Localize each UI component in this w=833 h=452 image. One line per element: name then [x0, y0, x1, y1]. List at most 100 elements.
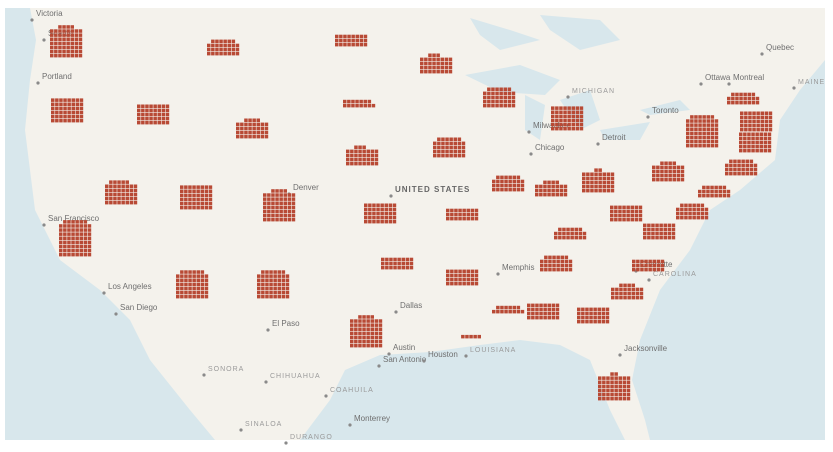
waffle-cell — [601, 307, 606, 312]
northern-water — [470, 15, 620, 50]
waffle-cell — [483, 95, 487, 100]
waffle-cell — [223, 39, 227, 44]
waffle-cell — [196, 193, 200, 198]
waffle-cell — [465, 334, 469, 339]
waffle-cell — [277, 282, 281, 287]
waffle-cell — [597, 319, 601, 324]
waffle-cell — [63, 106, 67, 111]
waffle-cell — [355, 34, 359, 39]
waffle-cell — [598, 384, 602, 389]
waffle-cell — [137, 112, 141, 117]
waffle-cell — [555, 303, 560, 308]
waffle-cell — [740, 111, 744, 115]
waffle-cell — [204, 197, 209, 202]
gulf — [300, 340, 625, 440]
waffle-cell — [610, 176, 615, 181]
waffle-cell — [200, 205, 204, 210]
waffle-cell — [244, 126, 248, 131]
waffle-cell — [351, 42, 355, 47]
waffle-cell — [279, 209, 283, 214]
waffle-cell — [578, 235, 583, 240]
waffle-cell — [700, 211, 705, 216]
waffle-cell — [636, 259, 640, 264]
waffle-cell — [287, 213, 292, 218]
waffle-cell — [157, 116, 161, 121]
waffle-cell — [366, 319, 370, 323]
waffle-cell — [767, 132, 772, 136]
waffle-cell — [507, 95, 512, 100]
waffle-cell — [614, 217, 618, 222]
waffle-cell — [671, 231, 676, 236]
waffle-cell — [67, 240, 71, 245]
waffle-cell — [351, 34, 355, 39]
waffle-cell — [571, 110, 575, 114]
waffle-cell — [291, 201, 296, 205]
waffle-cell — [652, 165, 656, 170]
waffle-cell — [445, 153, 449, 158]
waffle-cell — [575, 110, 580, 114]
waffle-cell — [491, 91, 495, 96]
waffle-cell — [227, 47, 231, 52]
waffle-cell — [75, 118, 80, 123]
waffle-cell — [564, 267, 569, 272]
waffle-cell — [362, 319, 366, 323]
waffle-cell — [495, 99, 499, 104]
waffle-cell — [547, 180, 551, 185]
waffle — [381, 257, 414, 270]
waffle-cell — [597, 315, 601, 320]
waffle-cell — [291, 205, 296, 210]
waffle-cell — [354, 161, 358, 166]
waffle-cell — [702, 119, 706, 123]
waffle-cell — [165, 112, 170, 117]
waffle-cell — [731, 92, 735, 97]
waffle-cell — [512, 187, 516, 192]
waffle-cell — [702, 193, 706, 198]
waffle-cell — [351, 99, 355, 104]
waffle-cell — [200, 189, 204, 193]
waffle-cell — [446, 208, 450, 213]
waffle-cell — [559, 118, 563, 123]
waffle-cell — [346, 161, 350, 166]
waffle-cell — [207, 51, 211, 56]
waffle-cell — [433, 149, 437, 154]
waffle-cell — [700, 207, 705, 212]
waffle-cell — [184, 193, 188, 198]
waffle-cell — [240, 126, 244, 131]
waffle-cell — [610, 396, 614, 401]
waffle-cell — [393, 257, 397, 262]
waffle-cell — [582, 188, 586, 193]
waffle-cell — [499, 91, 503, 96]
waffle-cell — [619, 295, 623, 300]
waffle-cell — [165, 120, 170, 125]
waffle — [446, 269, 479, 286]
waffle-cell — [618, 217, 622, 222]
place-dot — [387, 352, 391, 356]
waffle-cell — [433, 145, 437, 150]
waffle-cell — [487, 103, 491, 108]
waffle-cell — [388, 207, 393, 212]
waffle-cell — [676, 165, 681, 170]
waffle-cell — [231, 51, 236, 56]
waffle-cell — [211, 47, 215, 52]
waffle-cell — [184, 189, 188, 193]
waffle-cell — [75, 98, 80, 102]
waffle-cell — [755, 100, 760, 105]
waffle-cell — [462, 212, 466, 217]
waffle-cell — [273, 274, 277, 278]
waffle-cell — [747, 100, 751, 105]
waffle-cell — [556, 259, 560, 264]
waffle-cell — [511, 99, 516, 104]
waffle-cell — [381, 257, 385, 262]
waffle-cell — [240, 122, 244, 127]
waffle-cell — [656, 165, 660, 170]
waffle-cell — [62, 49, 66, 54]
waffle-cell — [378, 327, 383, 331]
waffle-cell — [710, 131, 715, 136]
waffle-cell — [729, 159, 733, 164]
waffle-cell — [652, 177, 656, 182]
waffle-cell — [78, 29, 83, 33]
waffle — [420, 53, 453, 74]
waffle-cell — [359, 34, 364, 39]
waffle-cell — [269, 282, 273, 287]
waffle-cell — [555, 114, 559, 119]
